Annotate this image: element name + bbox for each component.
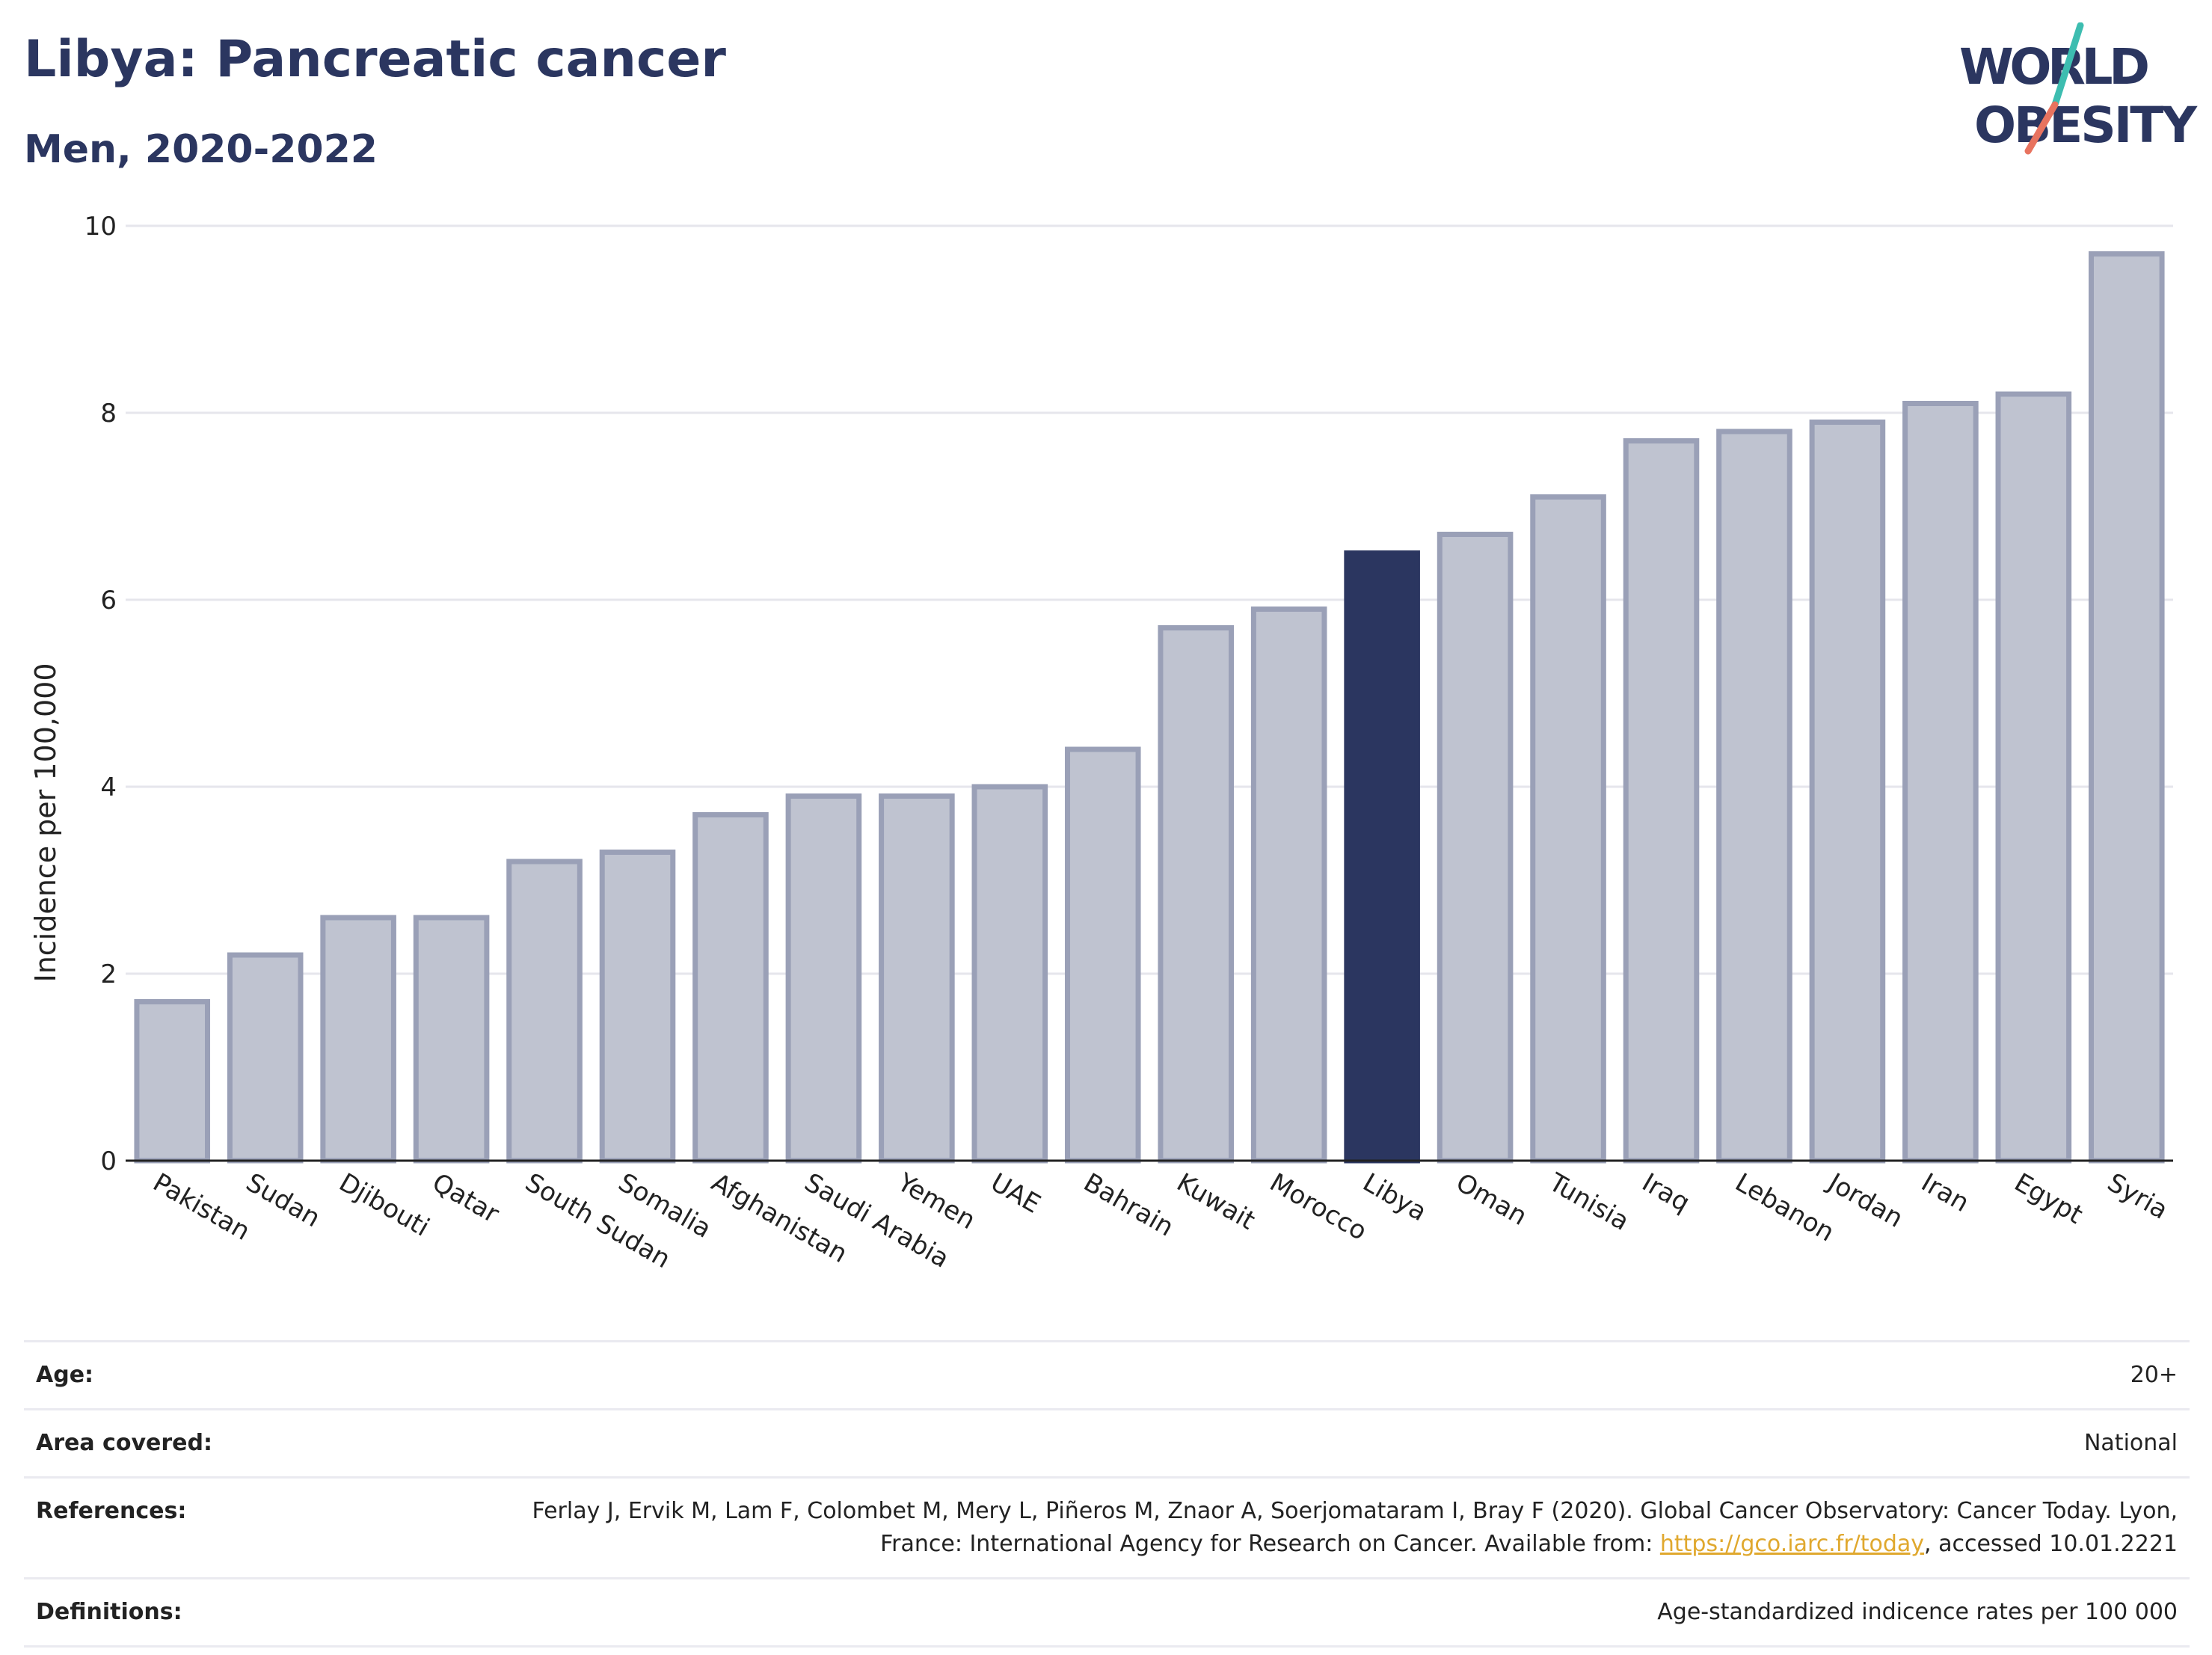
x-tick-label: Iran — [1916, 1167, 1973, 1218]
meta-area-label: Area covered: — [36, 1430, 212, 1456]
bar-syria — [2088, 251, 2165, 1164]
y-tick-label: 0 — [100, 1146, 117, 1176]
bars — [134, 251, 2165, 1164]
bar-egypt — [1995, 391, 2072, 1164]
meta-row-age: Age: 20+ — [24, 1340, 2190, 1408]
x-tick-label: Tunisia — [1543, 1167, 1634, 1237]
x-tick-label: Egypt — [2009, 1167, 2088, 1230]
meta-definitions-label: Definitions: — [36, 1599, 182, 1625]
meta-references-label: References: — [36, 1498, 187, 1524]
references-link[interactable]: https://gco.iarc.fr/today — [1659, 1531, 1925, 1557]
x-tick-label: Iraq — [1637, 1167, 1695, 1218]
bar-yemen — [879, 793, 955, 1164]
meta-row-area: Area covered: National — [24, 1408, 2190, 1476]
meta-age-value: 20+ — [2130, 1362, 2178, 1388]
bar-libya — [1344, 550, 1420, 1164]
meta-age-label: Age: — [36, 1362, 94, 1388]
meta-definitions-value: Age-standardized indicence rates per 100… — [1657, 1599, 2178, 1625]
x-tick-label: Bahrain — [1078, 1167, 1179, 1242]
bar-pakistan — [134, 999, 211, 1164]
x-tick-label: Morocco — [1265, 1167, 1371, 1247]
bar-uae — [971, 784, 1048, 1164]
y-tick-label: 2 — [100, 959, 117, 989]
metadata-table: Age: 20+ Area covered: National Referenc… — [24, 1340, 2190, 1648]
x-tick-label: Syria — [2102, 1167, 2172, 1226]
references-text-2: , accessed 10.01.2221 — [1924, 1531, 2178, 1557]
bar-sudan — [227, 952, 304, 1164]
x-tick-label: Oman — [1451, 1167, 1532, 1232]
x-tick-label: UAE — [986, 1167, 1045, 1219]
y-tick-label: 10 — [85, 212, 117, 242]
logo-slash-teal — [2051, 22, 2084, 108]
chart-title: Libya: Pancreatic cancer — [24, 30, 726, 89]
bar-qatar — [413, 915, 490, 1164]
y-tick-label: 8 — [100, 399, 117, 429]
bar-oman — [1437, 532, 1514, 1164]
x-tick-label: Qatar — [427, 1167, 504, 1229]
meta-references-value: Ferlay J, Ervik M, Lam F, Colombet M, Me… — [455, 1495, 2178, 1561]
bar-kuwait — [1158, 625, 1235, 1164]
y-tick-label: 6 — [100, 586, 117, 615]
x-tick-label: Sudan — [241, 1167, 325, 1233]
bar-tunisia — [1530, 494, 1606, 1164]
x-tick-label: Lebanon — [1730, 1167, 1839, 1247]
x-tick-label: Kuwait — [1172, 1167, 1260, 1235]
references-text-1: Ferlay J, Ervik M, Lam F, Colombet M, Me… — [532, 1498, 2178, 1557]
meta-row-definitions: Definitions: Age-standardized indicence … — [24, 1577, 2190, 1648]
bar-somalia — [599, 850, 676, 1164]
logo-slash-coral — [2024, 101, 2059, 155]
bar-lebanon — [1716, 429, 1792, 1164]
y-tick-label: 4 — [100, 773, 117, 802]
world-obesity-logo: WORLD OBESITY — [1959, 22, 2198, 155]
meta-area-value: National — [2083, 1430, 2178, 1456]
y-axis-label: Incidence per 100,000 — [29, 663, 62, 982]
bar-morocco — [1250, 607, 1327, 1164]
bar-iran — [1902, 401, 1979, 1164]
chart-subtitle: Men, 2020-2022 — [24, 127, 378, 172]
logo-text-world: WORLD — [1959, 38, 2150, 96]
bar-djibouti — [320, 915, 396, 1164]
x-tick-label: Djibouti — [334, 1167, 434, 1243]
bar-jordan — [1809, 420, 1886, 1164]
meta-row-references: References: Ferlay J, Ervik M, Lam F, Co… — [24, 1476, 2190, 1577]
x-tick-label: Pakistan — [148, 1167, 255, 1247]
bar-afghanistan — [692, 812, 769, 1164]
logo-text-obesity: OBESITY — [1974, 96, 2198, 154]
bar-saudi-arabia — [785, 793, 862, 1164]
bar-iraq — [1623, 438, 1700, 1164]
bar-south-sudan — [506, 859, 583, 1164]
bar-bahrain — [1064, 746, 1141, 1164]
